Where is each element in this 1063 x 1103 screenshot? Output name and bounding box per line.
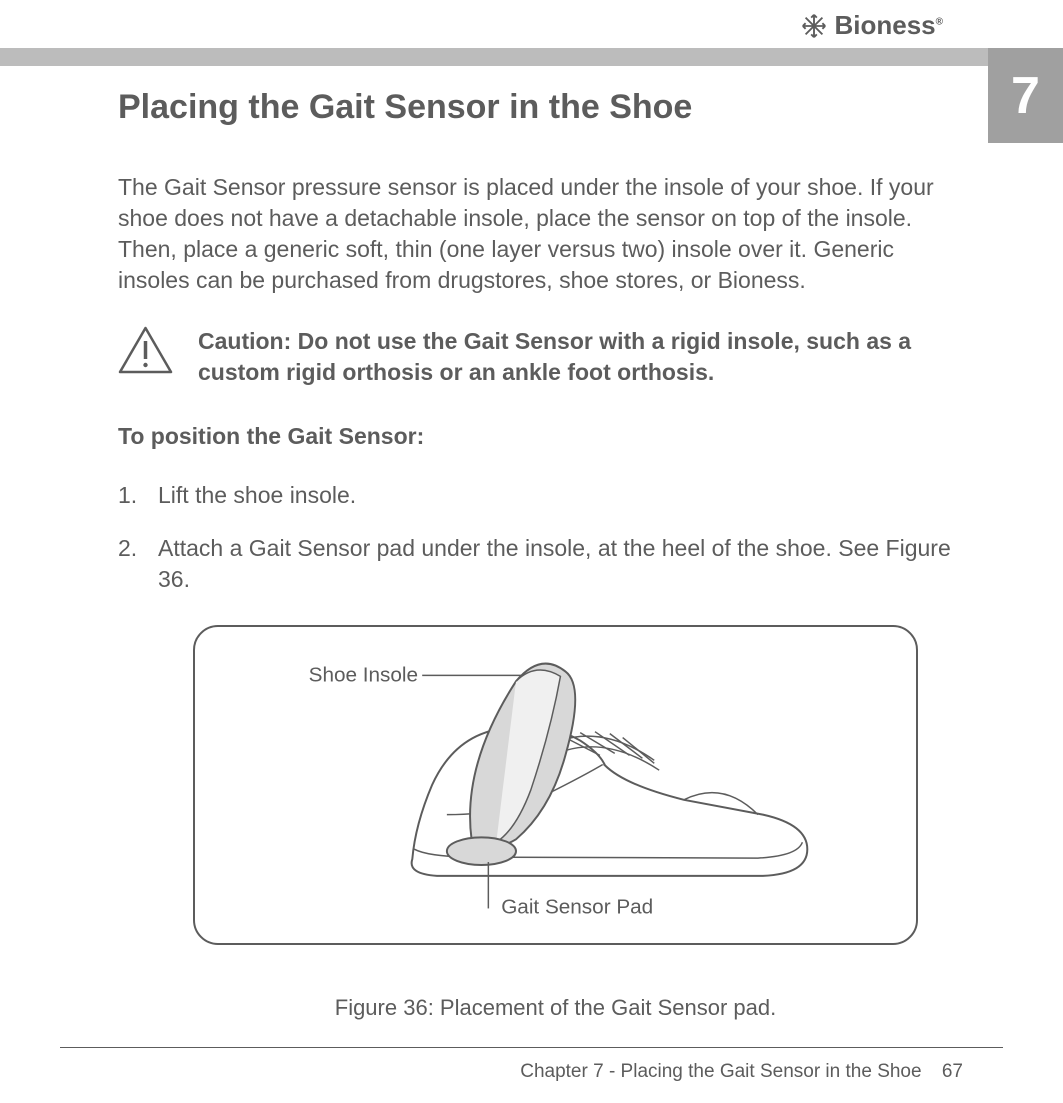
caution-block: Caution: Do not use the Gait Sensor with… bbox=[118, 326, 968, 388]
footer-divider bbox=[60, 1047, 1003, 1048]
chapter-tab: 7 bbox=[988, 48, 1063, 143]
brand-logo: Bioness® bbox=[800, 10, 943, 41]
steps-heading: To position the Gait Sensor: bbox=[118, 423, 968, 450]
warning-icon bbox=[118, 326, 173, 374]
figure-box: Shoe Insole bbox=[193, 625, 918, 945]
brand-name: Bioness® bbox=[834, 10, 943, 41]
footer-chapter-title: Chapter 7 - Placing the Gait Sensor in t… bbox=[520, 1061, 921, 1082]
page-title: Placing the Gait Sensor in the Shoe bbox=[118, 88, 968, 127]
intro-paragraph: The Gait Sensor pressure sensor is place… bbox=[118, 172, 968, 296]
footer-text: Chapter 7 - Placing the Gait Sensor in t… bbox=[520, 1061, 963, 1083]
figure-container: Shoe Insole bbox=[193, 625, 918, 1021]
step-item: Lift the shoe insole. bbox=[118, 480, 968, 511]
page-content: Placing the Gait Sensor in the Shoe The … bbox=[118, 80, 968, 1021]
header-bar bbox=[0, 48, 1063, 66]
insole-label: Shoe Insole bbox=[309, 664, 418, 687]
page-number: 67 bbox=[942, 1061, 963, 1082]
caution-text: Caution: Do not use the Gait Sensor with… bbox=[198, 326, 968, 388]
step-item: Attach a Gait Sensor pad under the insol… bbox=[118, 533, 968, 595]
sensor-label: Gait Sensor Pad bbox=[501, 896, 653, 919]
chapter-number: 7 bbox=[1011, 66, 1040, 126]
bioness-snowflake-icon bbox=[800, 12, 828, 40]
step-list: Lift the shoe insole. Attach a Gait Sens… bbox=[118, 480, 968, 595]
figure-caption: Figure 36: Placement of the Gait Sensor … bbox=[193, 995, 918, 1021]
shoe-diagram: Shoe Insole bbox=[195, 627, 916, 943]
